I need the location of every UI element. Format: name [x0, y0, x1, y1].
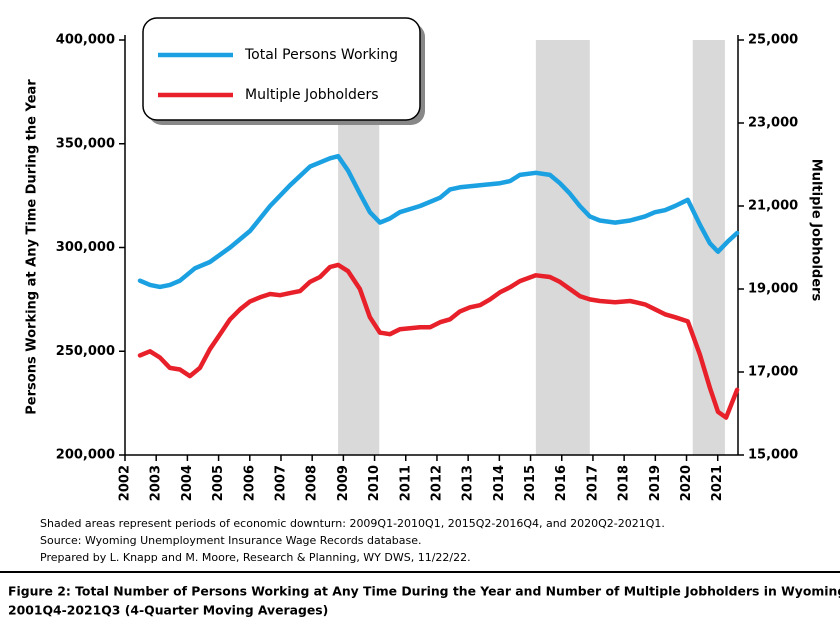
x-tick-label: 2004: [180, 465, 195, 501]
y2-tick-label: 25,000: [748, 33, 798, 48]
y-tick-label: 200,000: [56, 448, 115, 463]
caption: 2001Q4-2021Q3 (4-Quarter Moving Averages…: [8, 603, 328, 618]
x-tick-label: 2016: [554, 465, 569, 501]
x-tick-label: 2012: [429, 465, 444, 501]
x-tick-label: 2013: [461, 465, 476, 501]
recession-shade: [535, 40, 590, 455]
x-tick-label: 2005: [211, 465, 226, 501]
note: Source: Wyoming Unemployment Insurance W…: [40, 534, 422, 547]
x-tick-label: 2014: [492, 465, 507, 501]
y2-axis-label: Multiple Jobholders: [809, 159, 824, 302]
x-tick-label: 2003: [149, 465, 164, 501]
x-tick-label: 2021: [710, 465, 725, 501]
y2-tick-label: 23,000: [748, 116, 798, 131]
x-tick-label: 2020: [679, 465, 694, 501]
x-tick-label: 2008: [305, 465, 320, 501]
series-line: [137, 262, 740, 420]
y-axis-label: Persons Working at Any Time During the Y…: [25, 79, 40, 415]
y-tick-label: 350,000: [56, 136, 115, 151]
x-tick-label: 2002: [118, 465, 133, 501]
x-tick-label: 2017: [585, 465, 600, 501]
y-tick-label: 250,000: [56, 344, 115, 359]
x-tick-label: 2015: [523, 465, 538, 501]
x-tick-label: 2011: [398, 465, 413, 501]
series-line: [137, 153, 740, 290]
y-tick-label: 300,000: [56, 240, 115, 255]
x-tick-label: 2006: [242, 465, 257, 501]
y2-tick-label: 21,000: [748, 199, 798, 214]
legend-label: Multiple Jobholders: [245, 87, 379, 103]
y2-tick-label: 19,000: [748, 282, 798, 297]
note: Prepared by L. Knapp and M. Moore, Resea…: [40, 551, 471, 564]
caption: Figure 2: Total Number of Persons Workin…: [8, 584, 840, 599]
x-tick-label: 2009: [336, 465, 351, 501]
x-tick-label: 2010: [367, 465, 382, 501]
y2-tick-label: 15,000: [748, 448, 798, 463]
y2-tick-label: 17,000: [748, 365, 798, 380]
note: Shaded areas represent periods of econom…: [40, 517, 665, 530]
x-tick-label: 2019: [648, 465, 663, 501]
legend: [142, 17, 421, 121]
x-tick-label: 2018: [617, 465, 632, 501]
y-tick-label: 400,000: [56, 33, 115, 48]
legend-label: Total Persons Working: [244, 47, 398, 63]
x-tick-label: 2007: [273, 465, 288, 501]
